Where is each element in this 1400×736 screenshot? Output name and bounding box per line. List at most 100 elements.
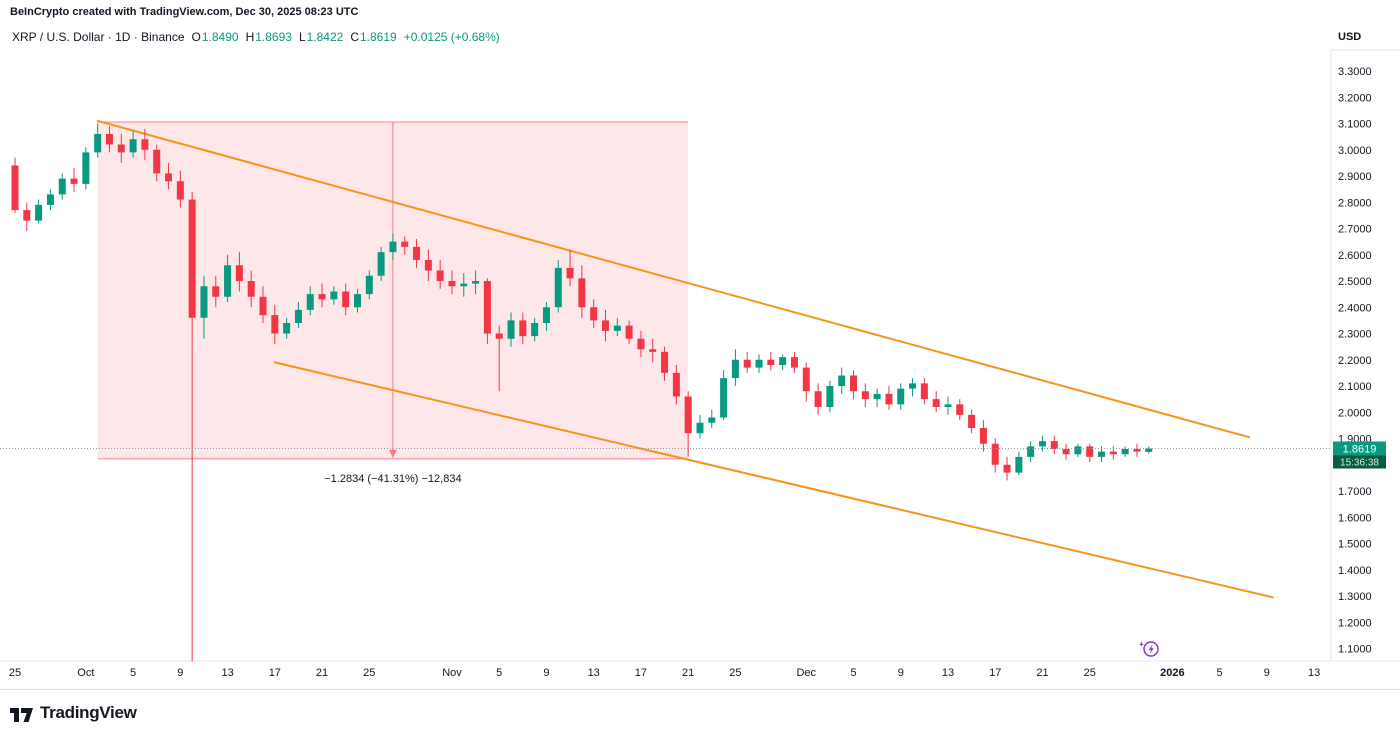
- candle[interactable]: [649, 338, 657, 363]
- candle[interactable]: [944, 396, 952, 415]
- candle[interactable]: [94, 123, 102, 158]
- candle[interactable]: [1003, 456, 1011, 481]
- candle[interactable]: [330, 286, 338, 305]
- candle[interactable]: [460, 273, 468, 297]
- candle[interactable]: [271, 304, 279, 344]
- candle[interactable]: [129, 131, 137, 158]
- candle[interactable]: [46, 189, 54, 211]
- candle[interactable]: [661, 346, 669, 381]
- candle[interactable]: [212, 275, 220, 308]
- candle[interactable]: [566, 249, 574, 287]
- candle[interactable]: [684, 391, 692, 457]
- candle[interactable]: [35, 199, 43, 224]
- candle[interactable]: [224, 254, 232, 302]
- candle[interactable]: [318, 283, 326, 308]
- candle[interactable]: [790, 351, 798, 373]
- candle[interactable]: [672, 365, 680, 405]
- candle[interactable]: [353, 288, 361, 313]
- candle[interactable]: [1038, 435, 1046, 452]
- channel-upper-line[interactable]: [96, 119, 1251, 439]
- candles[interactable]: [11, 123, 1153, 662]
- candle[interactable]: [731, 349, 739, 386]
- tradingview-logo-icon[interactable]: [10, 702, 33, 724]
- candle[interactable]: [436, 260, 444, 289]
- candle[interactable]: [542, 302, 550, 331]
- candle[interactable]: [495, 325, 503, 392]
- candle[interactable]: [590, 299, 598, 329]
- tradingview-brand[interactable]: TradingView: [40, 703, 137, 722]
- candle[interactable]: [389, 233, 397, 260]
- candle[interactable]: [23, 202, 31, 232]
- time-axis[interactable]: 25 Oct 5 9 13 17 21 25 Nov 5 9 13 17 21 25 Dec 5 9 13 17 21 2…: [9, 667, 1320, 679]
- candle[interactable]: [176, 170, 184, 208]
- candle[interactable]: [920, 378, 928, 405]
- candle[interactable]: [70, 168, 78, 192]
- candle[interactable]: [625, 320, 633, 344]
- candle[interactable]: [1074, 443, 1082, 457]
- candle[interactable]: [401, 236, 409, 255]
- candle[interactable]: [188, 191, 196, 662]
- candle[interactable]: [365, 270, 373, 300]
- candle[interactable]: [1086, 443, 1094, 463]
- candle[interactable]: [1145, 446, 1153, 454]
- candle[interactable]: [117, 134, 125, 163]
- candle[interactable]: [507, 312, 515, 347]
- price-range-measurement[interactable]: −1.2834 (−41.31%) −12,834: [97, 121, 689, 485]
- symbol-legend[interactable]: XRP / U.S. Dollar · 1D · Binance O 1.8490…: [12, 30, 500, 44]
- candle[interactable]: [531, 317, 539, 342]
- candle[interactable]: [909, 378, 917, 397]
- candle[interactable]: [483, 278, 491, 344]
- candle[interactable]: [105, 126, 113, 153]
- candle[interactable]: [897, 383, 905, 410]
- candle[interactable]: [991, 438, 999, 473]
- candle[interactable]: [259, 286, 267, 323]
- candle[interactable]: [968, 409, 976, 434]
- candle[interactable]: [247, 270, 255, 308]
- candle[interactable]: [802, 362, 810, 402]
- candle[interactable]: [1050, 435, 1058, 455]
- price-axis[interactable]: 3.3000 3.2000 3.1000 3.0000 2.9000 2.8000 2.70…: [1338, 66, 1372, 656]
- candle[interactable]: [767, 351, 775, 371]
- candle[interactable]: [850, 370, 858, 400]
- channel-lower-line[interactable]: [273, 361, 1274, 599]
- candle[interactable]: [1062, 443, 1070, 460]
- candle[interactable]: [306, 286, 314, 316]
- candle[interactable]: [424, 249, 432, 282]
- price-chart[interactable]: −1.2834 (−41.31%) −12,834 3.3000 3.2000 3.1…: [0, 0, 1400, 688]
- candle[interactable]: [283, 317, 291, 339]
- candle[interactable]: [743, 351, 751, 373]
- candle[interactable]: [1015, 451, 1023, 476]
- candle[interactable]: [448, 270, 456, 295]
- candle[interactable]: [200, 275, 208, 339]
- candle[interactable]: [82, 147, 90, 190]
- candle[interactable]: [413, 239, 421, 268]
- event-lightning-icon[interactable]: [1138, 641, 1159, 657]
- candle[interactable]: [342, 283, 350, 316]
- candle[interactable]: [873, 388, 881, 407]
- candle[interactable]: [838, 367, 846, 394]
- candle[interactable]: [294, 302, 302, 329]
- candle[interactable]: [755, 354, 763, 373]
- candle[interactable]: [637, 330, 645, 358]
- candle[interactable]: [613, 317, 621, 337]
- candle[interactable]: [519, 312, 527, 345]
- candle[interactable]: [11, 157, 19, 213]
- candle[interactable]: [956, 399, 964, 421]
- candle[interactable]: [58, 173, 66, 200]
- candle[interactable]: [720, 370, 728, 421]
- candle[interactable]: [153, 144, 161, 182]
- candle[interactable]: [141, 128, 149, 161]
- candle[interactable]: [578, 265, 586, 318]
- candle[interactable]: [165, 162, 173, 190]
- candle[interactable]: [885, 386, 893, 410]
- candle[interactable]: [554, 260, 562, 313]
- candle[interactable]: [1027, 441, 1035, 463]
- candle[interactable]: [708, 409, 716, 428]
- candle[interactable]: [826, 380, 834, 413]
- candle[interactable]: [814, 383, 822, 415]
- candle[interactable]: [602, 309, 609, 342]
- candle[interactable]: [377, 246, 385, 281]
- candle[interactable]: [472, 270, 480, 295]
- candle[interactable]: [696, 414, 704, 439]
- candle[interactable]: [1133, 443, 1141, 457]
